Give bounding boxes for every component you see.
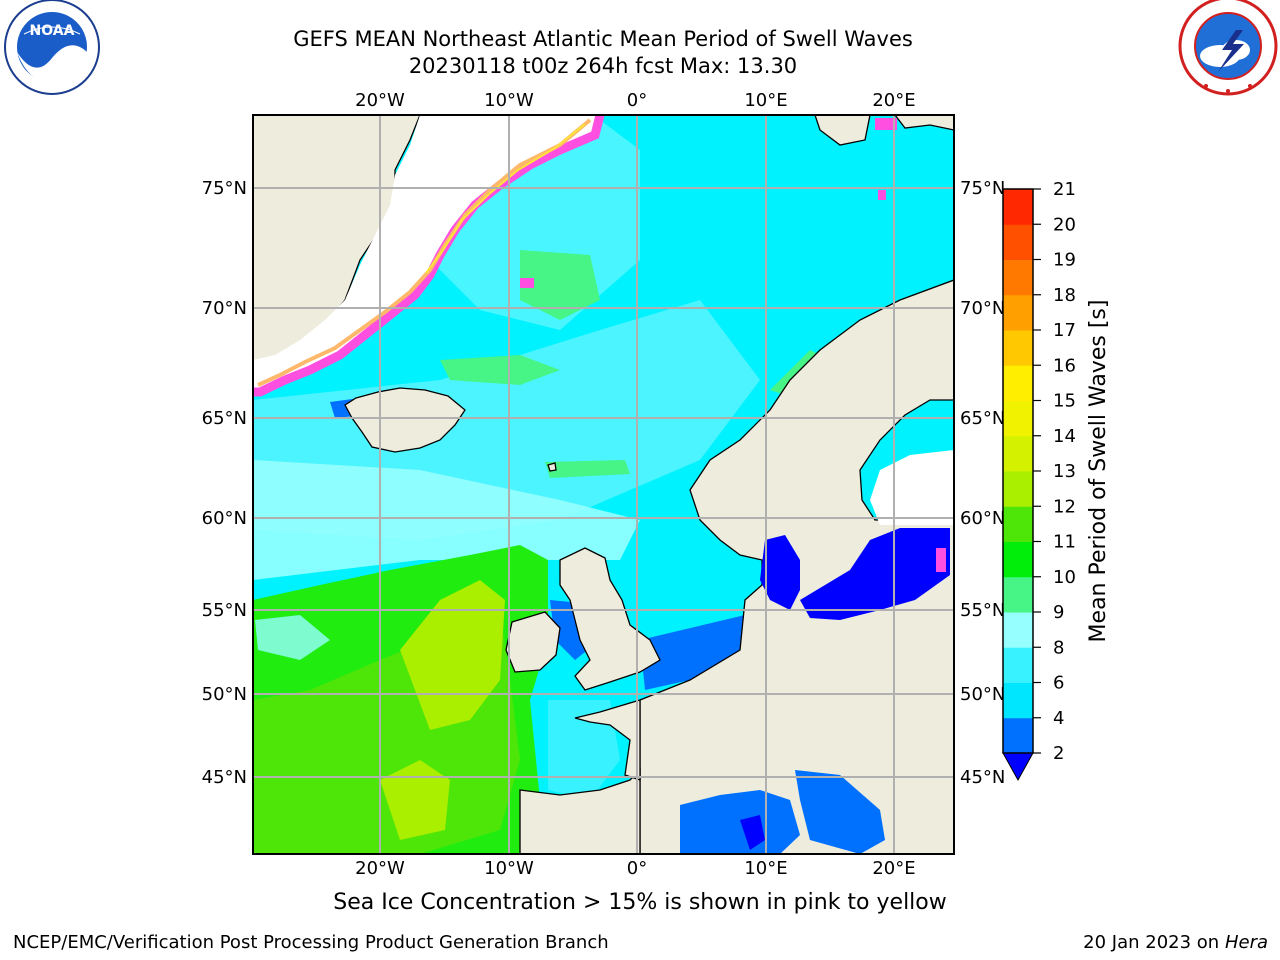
footer-date: 20 Jan 2023 on Hera	[1083, 932, 1268, 953]
colorbar-tick-label: 17	[1053, 320, 1076, 341]
colorbar-band	[1003, 294, 1033, 331]
inland-seas	[680, 450, 954, 854]
sea-ice	[253, 115, 946, 572]
colorbar-band	[1003, 612, 1033, 648]
colorbar: 2 4 6 8 9 10 11 12 13 14 15 16 17 18 19 20 21 Mean Perio…	[1002, 179, 1111, 782]
colorbar-band	[1003, 400, 1033, 437]
colorbar-tick-label: 4	[1053, 708, 1064, 729]
lon-label-top: 0°	[627, 90, 647, 111]
colorbar-extend-arrow	[1002, 752, 1034, 782]
lat-labels-right: 75°N 70°N 65°N 60°N 55°N 50°N 45°N	[960, 178, 1005, 788]
lon-label-bottom: 0°	[627, 858, 647, 879]
colorbar-tick-label: 11	[1053, 532, 1076, 553]
colorbar-tick-label: 10	[1053, 567, 1076, 588]
lat-label-right: 45°N	[960, 767, 1005, 788]
lat-label-left: 45°N	[202, 767, 247, 788]
lat-label-right: 50°N	[960, 684, 1005, 705]
colorbar-tick-label: 2	[1053, 743, 1064, 764]
footer-date-text: 20 Jan 2023 on	[1083, 932, 1225, 953]
colorbar-tick-label: 12	[1053, 496, 1076, 517]
colorbar-tick-label: 20	[1053, 214, 1076, 235]
nws-logo-icon	[1178, 0, 1278, 96]
colorbar-band	[1003, 259, 1033, 296]
colorbar-band	[1003, 506, 1033, 542]
map-frame	[252, 114, 955, 855]
sea-ice-note: Sea Ice Concentration > 15% is shown in …	[333, 890, 947, 915]
colorbar-band	[1003, 682, 1033, 719]
chart-subtitle: 20230118 t00z 264h fcst Max: 13.30	[408, 54, 798, 78]
noaa-logo-text: NOAA	[30, 23, 75, 39]
colorbar-tick-label: 8	[1053, 637, 1064, 658]
chart-title: GEFS MEAN Northeast Atlantic Mean Period…	[293, 27, 913, 51]
colorbar-band	[1003, 576, 1033, 613]
colorbar-tick-label: 6	[1053, 673, 1064, 694]
lon-label-bottom: 20°W	[355, 858, 405, 879]
lat-label-left: 75°N	[202, 178, 247, 199]
colorbar-band	[1003, 330, 1033, 366]
lat-label-right: 70°N	[960, 298, 1005, 319]
colorbar-band	[1003, 471, 1033, 507]
lon-label-bottom: 20°E	[872, 858, 915, 879]
colorbar-tick-label: 9	[1053, 602, 1064, 623]
colorbar-tick-label: 14	[1053, 426, 1076, 447]
colorbar-band	[1003, 189, 1033, 225]
colorbar-tick-label: 18	[1053, 285, 1076, 306]
colorbar-label: Mean Period of Swell Waves [s]	[1086, 300, 1111, 643]
colorbar-band	[1003, 647, 1033, 683]
lon-label-top: 10°W	[484, 90, 534, 111]
lat-label-left: 60°N	[202, 508, 247, 529]
lat-label-left: 55°N	[202, 600, 247, 621]
lon-label-top: 20°W	[355, 90, 405, 111]
colorbar-band	[1003, 717, 1033, 754]
lat-labels-left: 75°N 70°N 65°N 60°N 55°N 50°N 45°N	[202, 178, 247, 788]
lon-labels-bottom: 20°W 10°W 0° 10°E 20°E	[355, 858, 915, 879]
colorbar-tick-label: 19	[1053, 250, 1076, 271]
lat-label-left: 50°N	[202, 684, 247, 705]
colorbar-tick-label: 13	[1053, 461, 1076, 482]
colorbar-band	[1003, 541, 1033, 578]
lat-label-left: 70°N	[202, 298, 247, 319]
lon-label-bottom: 10°W	[484, 858, 534, 879]
lon-label-top: 10°E	[744, 90, 787, 111]
lon-label-bottom: 10°E	[744, 858, 787, 879]
lat-label-right: 75°N	[960, 178, 1005, 199]
colorbar-tick-label: 21	[1053, 179, 1076, 200]
colorbar-tick-label: 16	[1053, 355, 1076, 376]
footer-host: Hera	[1224, 932, 1268, 953]
graticule	[253, 115, 954, 854]
lon-label-top: 20°E	[872, 90, 915, 111]
lon-labels-top: 20°W 10°W 0° 10°E 20°E	[355, 90, 915, 111]
colorbar-band	[1003, 224, 1033, 260]
colorbar-tick-label: 15	[1053, 391, 1076, 412]
colorbar-band	[1003, 365, 1033, 401]
noaa-logo-icon: NOAA	[4, 0, 100, 95]
lat-label-right: 60°N	[960, 508, 1005, 529]
lat-label-right: 55°N	[960, 600, 1005, 621]
colorbar-band	[1003, 435, 1033, 472]
lat-label-right: 65°N	[960, 408, 1005, 429]
lat-label-left: 65°N	[202, 408, 247, 429]
footer-credit: NCEP/EMC/Verification Post Processing Pr…	[13, 932, 609, 953]
